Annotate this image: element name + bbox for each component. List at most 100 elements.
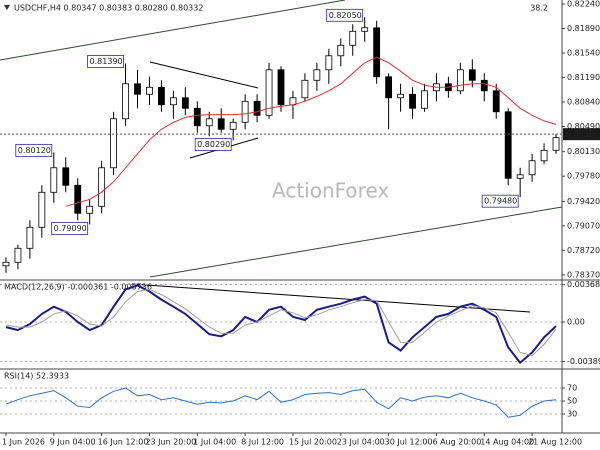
candle-body xyxy=(50,167,58,193)
annotation-label: 0.80120 xyxy=(18,146,51,155)
candle-body xyxy=(205,118,213,127)
x-tick-label: 8 Jul 12:00 xyxy=(241,438,284,447)
frame xyxy=(0,0,600,434)
y-tick-label: 0.78720 xyxy=(567,246,600,255)
y-tick-label: 0.00 xyxy=(567,318,585,327)
indicator-line xyxy=(5,284,557,365)
y-tick-label: 0.81190 xyxy=(567,73,600,82)
candle-body xyxy=(540,149,548,162)
annotation-box xyxy=(481,194,519,208)
candle-body xyxy=(504,111,512,179)
candle-body xyxy=(241,100,249,123)
y-tick-label: 0.78370 xyxy=(567,270,600,279)
rsi-title: RSI(14) 52.3933 xyxy=(4,372,69,381)
candle-body xyxy=(98,167,106,207)
menu-arrow xyxy=(4,5,10,10)
x-tick-label: 21 Aug 12:00 xyxy=(528,438,582,447)
channel-upper xyxy=(0,0,346,61)
candle-body xyxy=(456,69,464,92)
candle-body xyxy=(181,97,189,109)
candle-body xyxy=(528,160,536,176)
moving-average xyxy=(65,56,557,207)
x-tick-label: 23 Jun 20:00 xyxy=(145,438,196,447)
candle-body xyxy=(421,90,428,109)
macd-title: MACD(12,26,9) -0.000361 -0.000736 xyxy=(4,283,152,292)
candle-body xyxy=(265,69,273,116)
candle-body xyxy=(409,93,416,109)
annotation-box xyxy=(87,55,124,68)
x-tick-label: 30 Jul 12:00 xyxy=(385,438,433,447)
candle-body xyxy=(169,97,177,106)
watermark: ActionForex xyxy=(272,179,389,203)
annotation-box xyxy=(15,143,53,157)
y-tick-label: 0.80840 xyxy=(567,97,600,106)
indicator-line xyxy=(5,387,557,418)
candle-body xyxy=(277,69,285,106)
annotation-label: 0.81390 xyxy=(90,57,123,66)
x-tick-label: 1 Jul 04:00 xyxy=(193,438,236,447)
annotation-label: 0.80290 xyxy=(197,140,230,149)
candle-body xyxy=(492,90,500,113)
candle-body xyxy=(26,226,34,249)
candle-body xyxy=(468,69,476,81)
x-tick-label: 9 Jun 04:00 xyxy=(50,438,96,447)
y-tick-label: 30 xyxy=(567,409,577,418)
candle-body xyxy=(146,86,153,95)
current-price-box xyxy=(563,128,600,141)
candle-body xyxy=(2,261,10,267)
y-tick-label: 0.79070 xyxy=(567,221,600,230)
annotation-box xyxy=(326,8,364,22)
y-tick-label: 0.79420 xyxy=(567,197,600,206)
x-tick-label: 6 Aug 20:00 xyxy=(432,438,481,447)
y-tick-label: 0.81540 xyxy=(567,48,600,57)
candle-body xyxy=(158,86,165,106)
y-tick-label: 0.80130 xyxy=(567,147,600,156)
y-tick-label: 0.00368 xyxy=(567,280,600,289)
annotation-label: 0.79480 xyxy=(484,197,517,206)
candle-body xyxy=(313,69,321,81)
candle-body xyxy=(349,30,357,46)
y-tick-label: -0.00389 xyxy=(567,357,600,366)
candle-body xyxy=(361,27,369,32)
y-tick-label: 0.79780 xyxy=(567,172,600,181)
macd-trendline xyxy=(131,283,531,313)
candle-body xyxy=(397,93,404,99)
y-tick-label: 70 xyxy=(567,384,577,393)
channel-lower xyxy=(149,206,563,278)
x-tick-label: 14 Aug 04:00 xyxy=(480,438,534,447)
fib-label: 38.2 xyxy=(530,4,548,13)
candle-body xyxy=(86,205,94,214)
candle-body xyxy=(373,27,381,78)
trendlines xyxy=(0,0,563,313)
candle-body xyxy=(62,167,70,186)
candle-body xyxy=(337,44,345,57)
candle-body xyxy=(134,83,141,95)
candle-body xyxy=(229,121,237,130)
candle-body xyxy=(110,118,117,169)
candle-body xyxy=(193,107,201,127)
candle-body xyxy=(122,83,129,120)
candle-body xyxy=(480,79,488,92)
candle-body xyxy=(516,174,524,179)
triangle-upper xyxy=(149,61,259,89)
candle-body xyxy=(552,137,560,151)
chart-title: USDCHF,H4 0.80347 0.80383 0.80280 0.8033… xyxy=(14,4,203,13)
candle-body xyxy=(301,79,309,99)
indicator-line xyxy=(5,288,557,357)
x-tick-label: 16 Jun 12:00 xyxy=(98,438,149,447)
y-tick-label: 0.81890 xyxy=(567,24,600,33)
x-tick-label: 15 Jul 20:00 xyxy=(289,438,337,447)
candle-body xyxy=(253,100,261,116)
candle-body xyxy=(74,184,82,214)
y-tick-label: 0.82240 xyxy=(567,0,600,8)
candle-body xyxy=(14,247,22,263)
x-tick-label: 1 Jun 2026 xyxy=(2,438,45,447)
annotation-box xyxy=(51,222,89,235)
x-tick-label: 23 Jul 04:00 xyxy=(337,438,385,447)
y-tick-label: 50 xyxy=(567,397,577,406)
candle-body xyxy=(385,76,393,99)
annotation-label: 0.82050 xyxy=(329,11,362,20)
current-price-label: 0.80380 xyxy=(566,130,599,139)
